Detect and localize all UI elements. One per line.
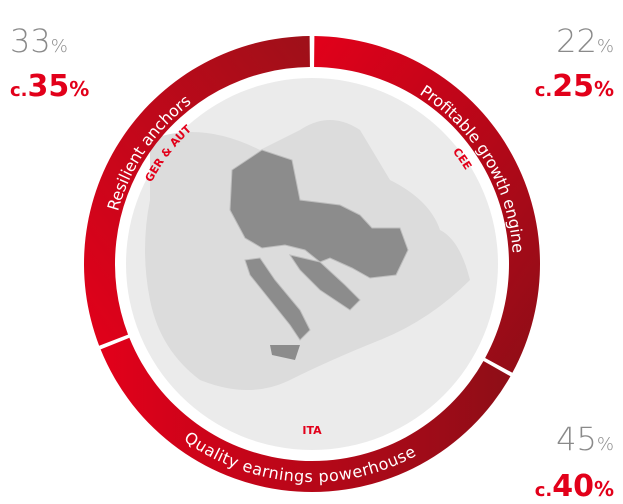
- target-share: c.40%: [535, 469, 614, 504]
- map: [126, 78, 498, 450]
- current-share: 45%: [556, 420, 614, 458]
- current-share: 22%: [556, 22, 614, 60]
- ring-segment: [84, 36, 310, 346]
- ring-segment: [100, 337, 511, 493]
- target-share: c.25%: [535, 69, 614, 104]
- current-share: 33%: [10, 22, 68, 60]
- region-label: ITA: [302, 424, 322, 437]
- target-share: c.35%: [10, 69, 89, 104]
- ring-segment: [314, 36, 540, 373]
